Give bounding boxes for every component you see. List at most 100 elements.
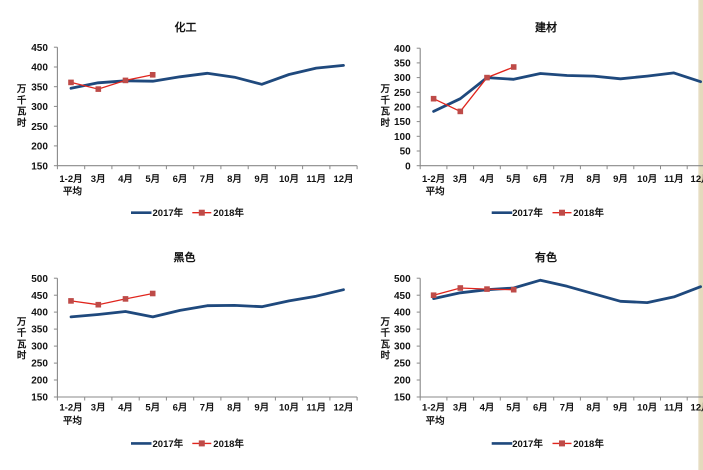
svg-text:4月: 4月 bbox=[118, 403, 133, 414]
svg-text:12月: 12月 bbox=[691, 403, 703, 414]
svg-text:3月: 3月 bbox=[91, 403, 106, 414]
svg-text:1-2月: 1-2月 bbox=[59, 403, 82, 414]
svg-text:250: 250 bbox=[31, 122, 48, 133]
svg-text:2018年: 2018年 bbox=[573, 438, 604, 450]
svg-text:平均: 平均 bbox=[426, 186, 446, 198]
svg-text:8月: 8月 bbox=[227, 174, 242, 185]
svg-text:万: 万 bbox=[379, 84, 390, 95]
svg-text:平均: 平均 bbox=[63, 415, 83, 427]
svg-text:7月: 7月 bbox=[560, 403, 575, 414]
svg-text:500: 500 bbox=[394, 274, 411, 285]
svg-text:350: 350 bbox=[394, 325, 411, 336]
svg-text:250: 250 bbox=[394, 359, 411, 370]
svg-text:5月: 5月 bbox=[145, 174, 160, 185]
svg-text:万: 万 bbox=[16, 317, 27, 328]
svg-text:瓦: 瓦 bbox=[380, 107, 390, 118]
svg-text:9月: 9月 bbox=[613, 174, 628, 185]
svg-text:10月: 10月 bbox=[279, 403, 299, 414]
svg-text:200: 200 bbox=[394, 376, 411, 387]
svg-text:3月: 3月 bbox=[91, 174, 106, 185]
svg-text:8月: 8月 bbox=[586, 403, 601, 414]
svg-text:千: 千 bbox=[17, 327, 27, 339]
svg-text:10月: 10月 bbox=[279, 174, 299, 185]
svg-text:100: 100 bbox=[394, 132, 411, 143]
svg-text:12月: 12月 bbox=[333, 174, 353, 185]
svg-text:时: 时 bbox=[380, 350, 390, 362]
svg-text:4月: 4月 bbox=[480, 174, 495, 185]
svg-text:11月: 11月 bbox=[664, 403, 684, 414]
svg-text:6月: 6月 bbox=[533, 174, 548, 185]
svg-text:平均: 平均 bbox=[426, 415, 446, 427]
svg-text:2018年: 2018年 bbox=[213, 207, 244, 219]
svg-text:500: 500 bbox=[31, 274, 48, 285]
svg-text:平均: 平均 bbox=[63, 186, 83, 198]
svg-text:300: 300 bbox=[394, 342, 411, 353]
svg-text:2017年: 2017年 bbox=[153, 438, 184, 450]
svg-text:9月: 9月 bbox=[254, 403, 269, 414]
svg-text:450: 450 bbox=[31, 291, 48, 302]
svg-text:千: 千 bbox=[17, 94, 27, 106]
svg-text:2017年: 2017年 bbox=[512, 207, 543, 219]
svg-text:7月: 7月 bbox=[560, 174, 575, 185]
svg-text:11月: 11月 bbox=[664, 174, 684, 185]
svg-text:1-2月: 1-2月 bbox=[422, 403, 445, 414]
svg-text:250: 250 bbox=[31, 359, 48, 370]
svg-text:12月: 12月 bbox=[333, 403, 353, 414]
svg-text:2018年: 2018年 bbox=[213, 438, 244, 450]
svg-text:450: 450 bbox=[31, 43, 48, 54]
svg-text:150: 150 bbox=[31, 161, 48, 172]
svg-text:千: 千 bbox=[380, 94, 390, 106]
svg-text:300: 300 bbox=[394, 73, 411, 84]
svg-text:5月: 5月 bbox=[506, 174, 521, 185]
svg-text:8月: 8月 bbox=[586, 174, 601, 185]
svg-text:2017年: 2017年 bbox=[153, 207, 184, 219]
svg-text:350: 350 bbox=[31, 325, 48, 336]
svg-text:400: 400 bbox=[31, 308, 48, 319]
svg-text:有色: 有色 bbox=[535, 250, 557, 264]
svg-text:瓦: 瓦 bbox=[380, 339, 390, 350]
svg-text:4月: 4月 bbox=[480, 403, 495, 414]
svg-text:200: 200 bbox=[394, 103, 411, 114]
svg-text:12月: 12月 bbox=[691, 174, 703, 185]
svg-text:时: 时 bbox=[17, 350, 27, 362]
svg-text:7月: 7月 bbox=[200, 174, 215, 185]
svg-text:250: 250 bbox=[394, 88, 411, 99]
svg-text:400: 400 bbox=[31, 63, 48, 74]
svg-text:2017年: 2017年 bbox=[512, 438, 543, 450]
svg-text:4月: 4月 bbox=[118, 174, 133, 185]
svg-text:瓦: 瓦 bbox=[17, 339, 27, 350]
svg-text:千: 千 bbox=[380, 327, 390, 339]
svg-text:11月: 11月 bbox=[306, 403, 326, 414]
svg-text:350: 350 bbox=[394, 59, 411, 70]
svg-text:1-2月: 1-2月 bbox=[59, 174, 82, 185]
svg-text:150: 150 bbox=[31, 393, 48, 404]
svg-text:200: 200 bbox=[31, 142, 48, 153]
svg-text:1-2月: 1-2月 bbox=[422, 174, 445, 185]
svg-text:6月: 6月 bbox=[533, 403, 548, 414]
svg-text:450: 450 bbox=[394, 291, 411, 302]
svg-text:11月: 11月 bbox=[306, 174, 326, 185]
svg-text:7月: 7月 bbox=[200, 403, 215, 414]
svg-text:6月: 6月 bbox=[173, 174, 188, 185]
svg-text:400: 400 bbox=[394, 44, 411, 55]
svg-text:建材: 建材 bbox=[535, 20, 557, 34]
svg-text:9月: 9月 bbox=[613, 403, 628, 414]
svg-text:黑色: 黑色 bbox=[174, 250, 196, 264]
svg-text:6月: 6月 bbox=[173, 403, 188, 414]
svg-text:5月: 5月 bbox=[506, 403, 521, 414]
svg-text:万: 万 bbox=[16, 84, 27, 95]
svg-text:化工: 化工 bbox=[175, 20, 197, 34]
svg-text:300: 300 bbox=[31, 102, 48, 113]
svg-text:5月: 5月 bbox=[145, 403, 160, 414]
svg-text:瓦: 瓦 bbox=[17, 107, 27, 118]
svg-text:10月: 10月 bbox=[637, 174, 657, 185]
svg-text:3月: 3月 bbox=[453, 403, 468, 414]
svg-text:8月: 8月 bbox=[227, 403, 242, 414]
svg-text:150: 150 bbox=[394, 117, 411, 128]
svg-text:350: 350 bbox=[31, 82, 48, 93]
svg-text:2018年: 2018年 bbox=[573, 207, 604, 219]
svg-text:时: 时 bbox=[17, 117, 27, 129]
svg-text:万: 万 bbox=[379, 317, 390, 328]
svg-text:200: 200 bbox=[31, 376, 48, 387]
svg-text:0: 0 bbox=[405, 161, 411, 172]
